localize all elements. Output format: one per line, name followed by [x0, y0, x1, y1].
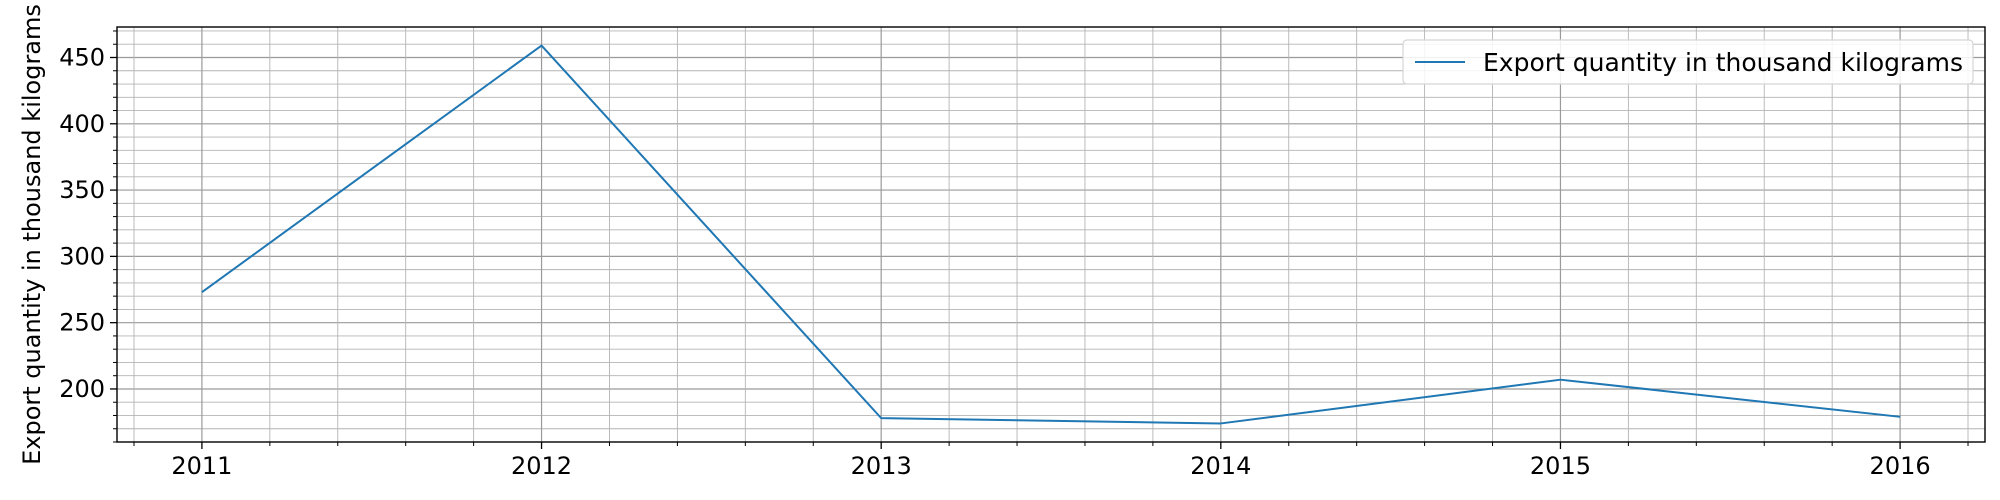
series-line-0: [201, 44, 1901, 425]
x-tick-label: 2013: [851, 452, 912, 480]
y-tick-label: 300: [59, 242, 105, 270]
series-layer: [201, 44, 1901, 425]
plot-area-frame: [116, 26, 1986, 443]
x-tick-label: 2015: [1530, 452, 1591, 480]
y-tick-label: 200: [59, 375, 105, 403]
y-tick-label: 400: [59, 110, 105, 138]
x-tick-label: 2011: [171, 452, 232, 480]
y-tick-label: 350: [59, 176, 105, 204]
y-tick-label: 250: [59, 309, 105, 337]
y-axis-label: Export quantity in thousand kilograms: [18, 4, 46, 465]
axis-ticks: [110, 30, 1969, 449]
x-tick-label: 2016: [1870, 452, 1931, 480]
legend: Export quantity in thousand kilograms: [1402, 39, 1974, 85]
grid-lines: [117, 27, 1985, 443]
x-tick-labels: 2011 2012 2013 2014 2015 2016: [171, 452, 1930, 480]
legend-box: [1402, 39, 1974, 85]
x-tick-label: 2014: [1190, 452, 1251, 480]
y-tick-label: 450: [59, 43, 105, 71]
legend-entry-label: Export quantity in thousand kilograms: [1483, 48, 1963, 77]
x-tick-label: 2012: [511, 452, 572, 480]
y-tick-labels: 200 250 300 350 400 450: [59, 43, 105, 402]
